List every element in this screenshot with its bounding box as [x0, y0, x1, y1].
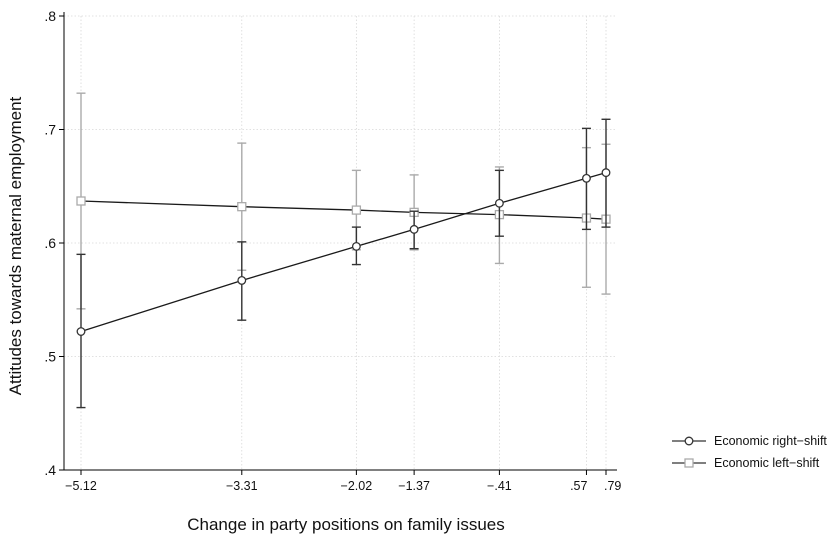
series-line [80, 200, 607, 220]
series-group [76, 92, 611, 409]
data-point [76, 327, 86, 336]
y-axis-label: Attitudes towards maternal employment [6, 96, 25, 395]
y-tick-label: .6 [44, 235, 56, 251]
data-point [351, 241, 361, 251]
legend-item-right-shift: Economic right−shift [672, 430, 827, 452]
x-axis-label: Change in party positions on family issu… [187, 515, 505, 534]
x-tick-label: −.41 [487, 479, 512, 493]
series-left-shift [76, 92, 611, 310]
series-right-shift [76, 118, 611, 409]
legend-label-right-shift: Economic right−shift [714, 434, 827, 448]
y-tick-label: .4 [44, 462, 56, 478]
x-tick-label: .79 [604, 479, 621, 493]
legend-swatch-right-shift [672, 436, 706, 446]
data-point [351, 205, 362, 215]
series-line [80, 172, 607, 333]
data-point [494, 198, 504, 208]
legend-swatch-left-shift [672, 458, 706, 468]
legend-item-left-shift: Economic left−shift [672, 452, 827, 474]
axes [63, 12, 617, 471]
y-tick-label: .8 [44, 8, 56, 24]
ticks: .4 .5 .6 .7 .8 −5.12 −3.31 −2.02 −1.37 −.41 .57 .79 [44, 8, 621, 493]
data-point [409, 224, 419, 234]
y-tick-label: .5 [44, 349, 56, 365]
x-tick-label: −1.37 [398, 479, 430, 493]
x-tick-label: .57 [570, 479, 587, 493]
x-tick-label: −2.02 [341, 479, 373, 493]
data-point [601, 168, 611, 178]
legend: Economic right−shift Economic left−shift [672, 430, 827, 474]
legend-label-left-shift: Economic left−shift [714, 456, 820, 470]
y-tick-label: .7 [44, 122, 56, 138]
data-point [237, 276, 247, 285]
grid-lines [64, 15, 617, 471]
data-point [582, 173, 591, 183]
x-tick-label: −3.31 [226, 479, 258, 493]
data-point [76, 196, 86, 206]
data-point [237, 202, 247, 212]
x-tick-label: −5.12 [65, 479, 97, 493]
